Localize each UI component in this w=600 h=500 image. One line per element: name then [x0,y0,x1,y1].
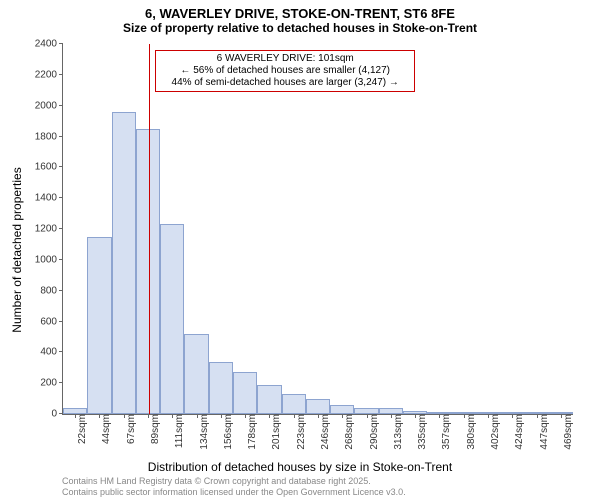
histogram-bar [184,334,208,414]
histogram-bars [63,44,573,414]
histogram-bar [330,405,354,414]
y-tick-label: 800 [40,285,63,296]
y-tick-label: 0 [51,409,63,420]
x-axis-label: Distribution of detached houses by size … [0,460,600,474]
chart-title-sub: Size of property relative to detached ho… [0,21,600,39]
x-tick-label: 223sqm [294,414,307,450]
x-tick-label: 313sqm [391,414,404,450]
x-tick-label: 134sqm [197,414,210,450]
annotation-line-2: ← 56% of detached houses are smaller (4,… [160,65,410,77]
y-tick-label: 400 [40,347,63,358]
histogram-bar [112,112,136,414]
y-tick-mark [59,228,63,229]
x-tick-label: 67sqm [124,414,137,444]
y-tick-label: 1200 [35,224,63,235]
x-tick-label: 380sqm [464,414,477,450]
x-tick-label: 44sqm [99,414,112,444]
footer-attribution: Contains HM Land Registry data © Crown c… [62,476,406,498]
y-tick-label: 2000 [35,100,63,111]
x-tick-label: 246sqm [318,414,331,450]
y-tick-mark [59,197,63,198]
x-tick-label: 89sqm [148,414,161,444]
y-tick-mark [59,136,63,137]
annotation-line-3: 44% of semi-detached houses are larger (… [160,77,410,89]
y-tick-label: 2400 [35,39,63,50]
y-tick-label: 1600 [35,162,63,173]
histogram-bar [160,224,184,414]
x-tick-label: 290sqm [367,414,380,450]
chart-title-main: 6, WAVERLEY DRIVE, STOKE-ON-TRENT, ST6 8… [0,0,600,21]
annotation-box: 6 WAVERLEY DRIVE: 101sqm ← 56% of detach… [155,50,415,92]
property-marker-line [149,44,150,414]
annotation-line-1: 6 WAVERLEY DRIVE: 101sqm [160,53,410,65]
x-tick-label: 156sqm [221,414,234,450]
y-tick-mark [59,413,63,414]
y-tick-mark [59,105,63,106]
histogram-bar [233,372,257,414]
x-tick-label: 447sqm [537,414,550,450]
chart-container: 6, WAVERLEY DRIVE, STOKE-ON-TRENT, ST6 8… [0,0,600,500]
y-tick-label: 1000 [35,254,63,265]
y-tick-mark [59,321,63,322]
y-tick-mark [59,74,63,75]
y-tick-mark [59,290,63,291]
y-tick-mark [59,382,63,383]
x-tick-label: 335sqm [415,414,428,450]
y-tick-label: 200 [40,378,63,389]
x-tick-label: 178sqm [245,414,258,450]
x-tick-label: 22sqm [75,414,88,444]
histogram-bar [282,394,306,414]
y-tick-mark [59,166,63,167]
x-tick-label: 201sqm [269,414,282,450]
x-tick-label: 111sqm [172,414,185,448]
footer-line-2: Contains public sector information licen… [62,487,406,498]
x-tick-label: 402sqm [488,414,501,450]
histogram-bar [87,237,111,414]
x-tick-label: 424sqm [512,414,525,450]
y-tick-label: 1400 [35,193,63,204]
plot-area: 0200400600800100012001400160018002000220… [62,44,573,415]
y-tick-mark [59,43,63,44]
x-tick-label: 268sqm [342,414,355,450]
x-tick-label: 357sqm [439,414,452,450]
y-axis-label: Number of detached properties [10,85,24,250]
x-tick-label: 469sqm [561,414,574,450]
y-tick-label: 600 [40,316,63,327]
y-tick-label: 1800 [35,131,63,142]
histogram-bar [306,399,330,414]
histogram-bar [209,362,233,414]
histogram-bar [257,385,281,414]
y-tick-mark [59,259,63,260]
histogram-bar [136,129,160,414]
y-tick-label: 2200 [35,69,63,80]
y-tick-mark [59,351,63,352]
footer-line-1: Contains HM Land Registry data © Crown c… [62,476,406,487]
